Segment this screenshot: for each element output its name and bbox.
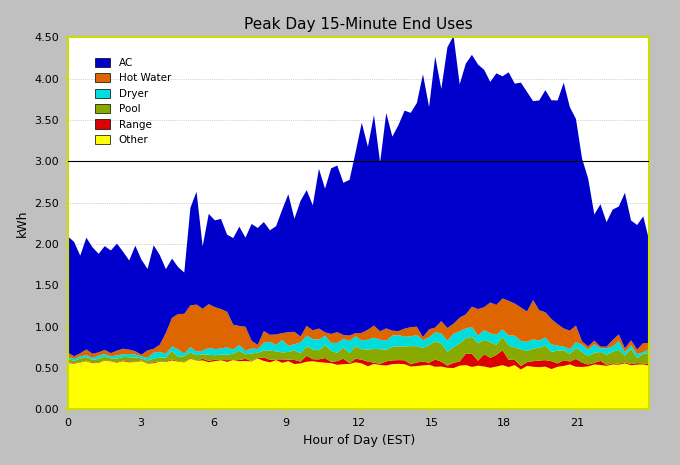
Title: Peak Day 15-Minute End Uses: Peak Day 15-Minute End Uses: [244, 17, 473, 32]
X-axis label: Hour of Day (EST): Hour of Day (EST): [303, 434, 415, 447]
Y-axis label: kWh: kWh: [16, 209, 29, 237]
Legend: AC, Hot Water, Dryer, Pool, Range, Other: AC, Hot Water, Dryer, Pool, Range, Other: [90, 53, 175, 149]
